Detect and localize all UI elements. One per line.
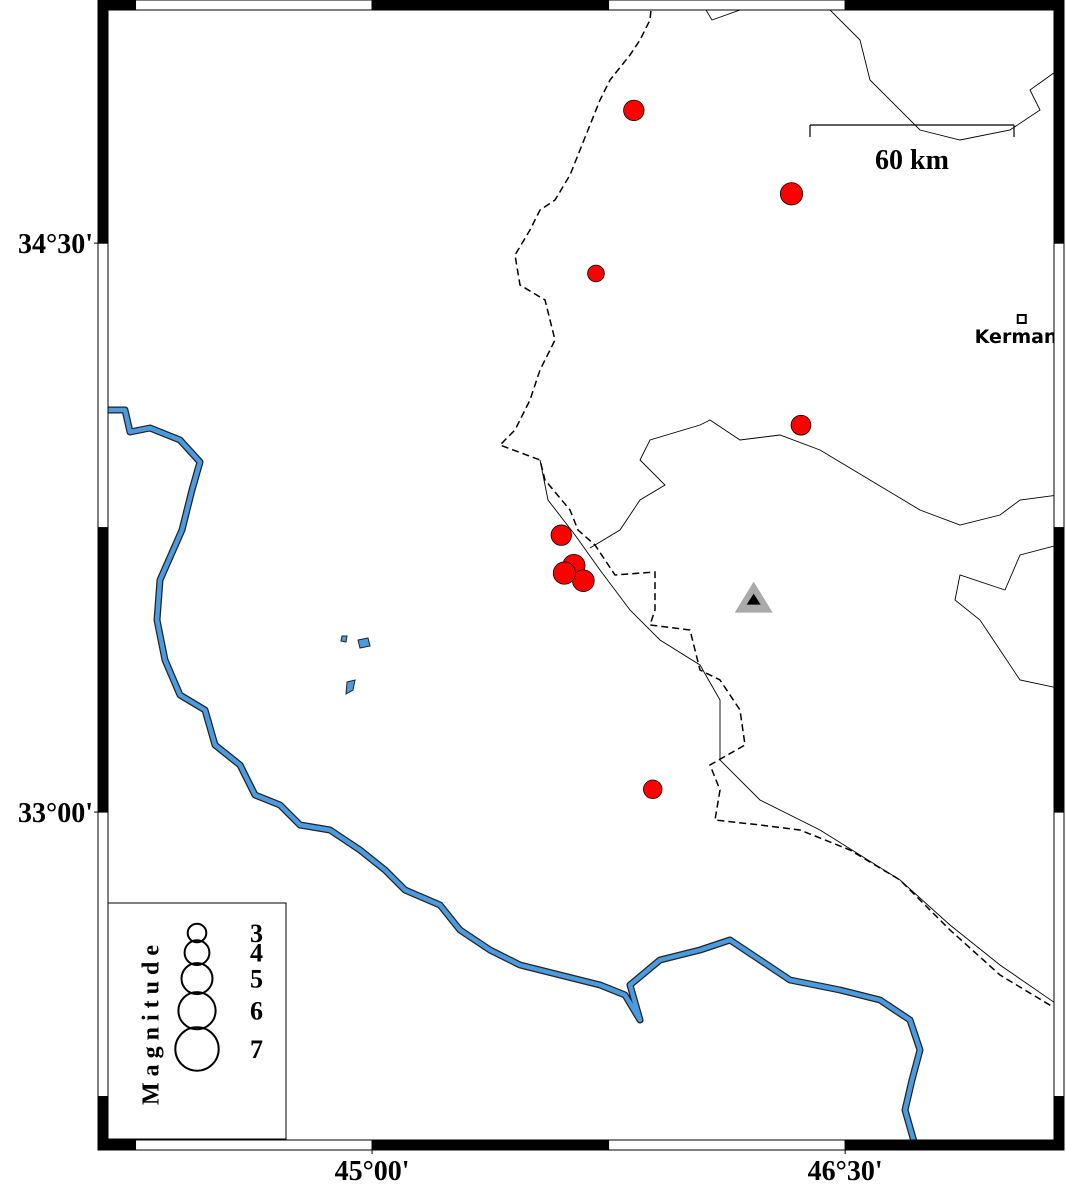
frame-bar <box>1053 1096 1065 1151</box>
frame-bar <box>135 1139 373 1151</box>
frame-bar <box>1053 811 1065 1098</box>
river <box>108 407 923 1140</box>
frame <box>97 0 1065 1151</box>
legend-label: 7 <box>250 1035 263 1064</box>
earthquake <box>623 99 645 122</box>
frame-bar <box>1053 0 1065 244</box>
map-layers <box>108 10 1054 1140</box>
lat-tick-label: 34°30' <box>18 229 93 260</box>
frame-bar <box>608 1139 846 1151</box>
legend-label: 6 <box>250 997 263 1026</box>
lon-tick-label: 45°00' <box>335 1156 410 1187</box>
frame-bar <box>844 0 1065 11</box>
lon-tick-label: 46°30' <box>808 1156 883 1187</box>
station-core <box>746 593 761 605</box>
legend-circle <box>180 962 214 996</box>
lat-tick-label: 33°00' <box>18 798 93 829</box>
earthquake <box>552 561 577 585</box>
frame-bar <box>135 0 373 11</box>
frame-bar <box>97 242 109 529</box>
frame-bar <box>844 1139 1065 1151</box>
frame-bar <box>97 1096 109 1151</box>
earthquake <box>550 524 572 546</box>
province-border <box>539 10 1054 1003</box>
earthquake <box>643 779 663 799</box>
legend-title: Magnitude <box>139 939 165 1105</box>
country-border <box>498 10 1054 1009</box>
legend-circle <box>174 1026 220 1072</box>
legend-label: 5 <box>250 965 263 994</box>
frame-bar <box>97 527 109 813</box>
city-marker <box>1016 313 1027 324</box>
earthquake <box>790 414 812 436</box>
frame-bar <box>97 0 109 244</box>
map-symbols: Kermans <box>550 99 1066 799</box>
frame-bar <box>608 0 846 11</box>
frame-bar <box>371 0 610 11</box>
lake <box>340 635 371 695</box>
frame-bar <box>371 1139 610 1151</box>
scale-label: 60 km <box>875 145 949 176</box>
frame-bar <box>1053 527 1065 813</box>
legend-label: 4 <box>250 939 263 968</box>
city-label: Kermans <box>975 326 1066 348</box>
earthquake <box>779 182 804 206</box>
legend-circle <box>186 922 208 944</box>
legend-label: 3 <box>250 919 263 948</box>
frame-bar <box>97 811 109 1098</box>
legend-circle <box>183 939 211 967</box>
earthquake <box>587 264 605 283</box>
frame-bar <box>1053 242 1065 529</box>
legend-circle <box>177 991 217 1031</box>
